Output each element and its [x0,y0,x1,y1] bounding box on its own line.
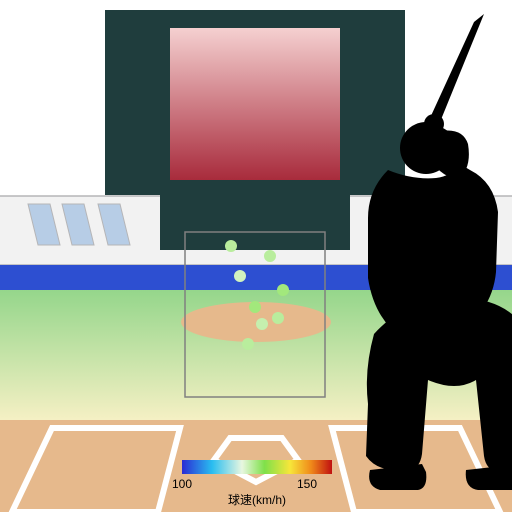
pitch-point [256,318,268,330]
pitch-point [242,338,254,350]
scoreboard-screen [170,28,340,180]
pitch-point [234,270,246,282]
colorbar [182,460,332,474]
colorbar-tick: 150 [297,477,317,491]
colorbar-label: 球速(km/h) [228,493,286,507]
pitch-point [264,250,276,262]
pitch-point [277,284,289,296]
pitch-point [272,312,284,324]
pitch-point [225,240,237,252]
colorbar-tick: 100 [172,477,192,491]
pitch-location-chart: 100 150 球速(km/h) [0,0,512,512]
pitch-point [249,301,261,313]
scoreboard-base [160,195,350,250]
